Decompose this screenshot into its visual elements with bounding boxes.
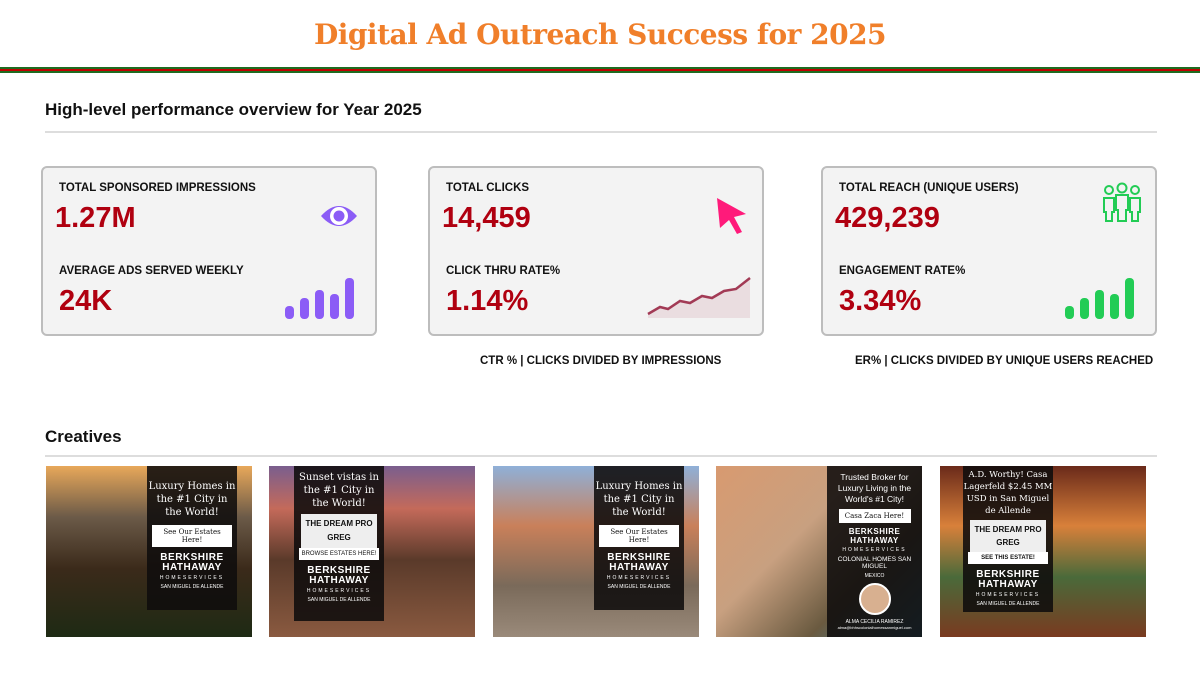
cursor-icon bbox=[717, 198, 746, 234]
ad-brand-sub: HOMESERVICES bbox=[975, 592, 1041, 598]
ad-brand: BERKSHIRE HATHAWAY bbox=[307, 565, 371, 586]
creative-ad-1[interactable]: Luxury Homes in the #1 City in the World… bbox=[46, 466, 252, 637]
ad-brand-sub: HOMESERVICES bbox=[306, 588, 372, 594]
bar-chart-icon bbox=[1065, 278, 1134, 319]
creative-ad-5[interactable]: A.D. Worthy! Casa Lagerfeld $2.45 MM USD… bbox=[940, 466, 1146, 637]
ad-headline: Luxury Homes in the #1 City in the World… bbox=[148, 481, 236, 518]
ad-brand-sub: HOMESERVICES bbox=[606, 575, 672, 581]
ad-panel: A.D. Worthy! Casa Lagerfeld $2.45 MM USD… bbox=[963, 466, 1053, 612]
clicks-card: TOTAL CLICKS 14,459 CLICK THRU RATE% 1.1… bbox=[428, 166, 764, 336]
ad-cta: Casa Zaca Here! bbox=[838, 509, 911, 523]
ad-office: SAN MIGUEL DE ALLENDE bbox=[607, 584, 671, 590]
creatives-divider bbox=[45, 455, 1157, 457]
clicks-value: 14,459 bbox=[442, 202, 531, 234]
ad-cta: See Our Estates Here! bbox=[152, 525, 232, 547]
ad-panel: Luxury Homes in the #1 City in the World… bbox=[594, 466, 684, 610]
agent-name: GREG bbox=[996, 538, 1020, 547]
impressions-card: TOTAL SPONSORED IMPRESSIONS 1.27M AVERAG… bbox=[41, 166, 377, 336]
ad-office: SAN MIGUEL DE ALLENDE bbox=[160, 584, 224, 590]
ad-cta: SEE THIS ESTATE! bbox=[968, 552, 1048, 564]
reach-card: TOTAL REACH (UNIQUE USERS) 429,239 ENGAG… bbox=[821, 166, 1157, 336]
ad-cta: See Our Estates Here! bbox=[599, 525, 679, 547]
ad-country: MEXICO bbox=[864, 573, 885, 579]
ad-brand: BERKSHIRE HATHAWAY bbox=[976, 569, 1040, 590]
ad-brand: BERKSHIRE HATHAWAY bbox=[848, 527, 901, 545]
ad-headline: Sunset vistas in the #1 City in the Worl… bbox=[299, 472, 379, 509]
ad-panel: Sunset vistas in the #1 City in the Worl… bbox=[294, 466, 384, 621]
creative-ad-4[interactable]: Trusted Broker for Luxury Living in the … bbox=[716, 466, 922, 637]
creative-ad-2[interactable]: Sunset vistas in the #1 City in the Worl… bbox=[269, 466, 475, 637]
overview-divider bbox=[45, 131, 1157, 133]
eye-icon bbox=[321, 206, 357, 226]
clicks-label: TOTAL CLICKS bbox=[446, 182, 530, 194]
impressions-value: 1.27M bbox=[55, 202, 136, 234]
users-icon bbox=[1103, 182, 1141, 222]
dream-pro-badge: THE DREAM PRO GREG bbox=[970, 520, 1046, 552]
ctr-value: 1.14% bbox=[446, 285, 529, 317]
overview-heading: High-level performance overview for Year… bbox=[45, 100, 422, 119]
ad-headline: A.D. Worthy! Casa Lagerfeld $2.45 MM USD… bbox=[963, 470, 1053, 516]
agent-name: ALMA CECILIA RAMIREZ bbox=[845, 619, 904, 625]
ad-panel: Luxury Homes in the #1 City in the World… bbox=[147, 466, 237, 610]
header-divider bbox=[0, 67, 1200, 73]
ctr-note: CTR % | CLICKS DIVIDED BY IMPRESSIONS bbox=[480, 355, 722, 367]
reach-label: TOTAL REACH (UNIQUE USERS) bbox=[839, 182, 1019, 194]
impressions-label: TOTAL SPONSORED IMPRESSIONS bbox=[59, 182, 256, 194]
engagement-label: ENGAGEMENT RATE% bbox=[839, 265, 966, 277]
creative-ad-3[interactable]: Luxury Homes in the #1 City in the World… bbox=[493, 466, 699, 637]
line-chart-icon bbox=[647, 277, 751, 318]
ctr-label: CLICK THRU RATE% bbox=[446, 265, 561, 277]
ad-cta: BROWSE ESTATES HERE! bbox=[299, 548, 379, 560]
er-note: ER% | CLICKS DIVIDED BY UNIQUE USERS REA… bbox=[855, 355, 1154, 367]
ad-office: SAN MIGUEL DE ALLENDE bbox=[976, 601, 1040, 607]
ad-brand-sub: HOMESERVICES bbox=[159, 575, 225, 581]
ad-brand: BERKSHIRE HATHAWAY bbox=[607, 552, 671, 573]
bar-chart-icon bbox=[285, 278, 354, 319]
page-title: Digital Ad Outreach Success for 2025 bbox=[313, 18, 887, 51]
agent-email: alma@bhhscolonialhomessanmiguel.com bbox=[837, 625, 912, 630]
badge-text: THE DREAM PRO bbox=[974, 525, 1042, 534]
dream-pro-badge: THE DREAM PRO GREG bbox=[301, 514, 377, 548]
ad-headline: Luxury Homes in the #1 City in the World… bbox=[595, 481, 683, 518]
ad-headline: Trusted Broker for Luxury Living in the … bbox=[837, 472, 912, 504]
ad-brand: BERKSHIRE HATHAWAY bbox=[160, 552, 224, 573]
ad-office: COLONIAL HOMES SAN MIGUEL bbox=[837, 556, 912, 570]
creatives-heading: Creatives bbox=[45, 427, 122, 446]
ad-panel: Trusted Broker for Luxury Living in the … bbox=[827, 466, 922, 637]
ad-brand-sub: HOMESERVICES bbox=[842, 547, 907, 553]
engagement-value: 3.34% bbox=[839, 285, 922, 317]
weekly-ads-value: 24K bbox=[59, 285, 113, 317]
reach-value: 429,239 bbox=[835, 202, 940, 234]
ad-office: SAN MIGUEL DE ALLENDE bbox=[307, 597, 371, 603]
agent-avatar bbox=[858, 583, 891, 615]
badge-text: THE DREAM PRO bbox=[305, 519, 373, 528]
agent-name: GREG bbox=[327, 533, 351, 542]
weekly-ads-label: AVERAGE ADS SERVED WEEKLY bbox=[59, 265, 244, 277]
